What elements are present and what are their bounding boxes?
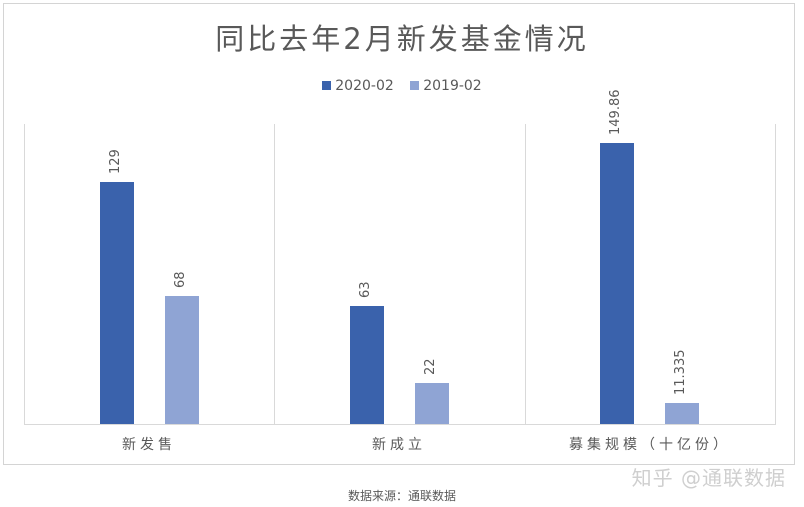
bar-2019-02-0 bbox=[165, 296, 199, 424]
data-label: 63 bbox=[358, 281, 373, 298]
category-label: 新成立 bbox=[372, 437, 426, 453]
watermark: 知乎 @通联数据 bbox=[631, 466, 786, 490]
data-label: 11.335 bbox=[673, 349, 688, 396]
chart-title: 同比去年2月新发基金情况 bbox=[215, 22, 589, 56]
bar-2019-02-1 bbox=[415, 383, 449, 424]
legend-swatch-2020 bbox=[322, 81, 332, 90]
legend-label-2020: 2020-02 bbox=[335, 78, 394, 94]
data-label: 22 bbox=[423, 358, 438, 375]
bar-2020-02-1 bbox=[350, 306, 384, 424]
data-label: 68 bbox=[173, 271, 188, 288]
category-separator bbox=[24, 124, 25, 425]
legend-item-2019: 2019-02 bbox=[410, 78, 482, 94]
bar-2020-02-0 bbox=[100, 182, 134, 424]
legend: 2020-02 2019-02 bbox=[0, 78, 804, 94]
category-separator bbox=[525, 124, 526, 425]
bar-2020-02-2 bbox=[600, 143, 634, 424]
legend-item-2020: 2020-02 bbox=[322, 78, 394, 94]
data-label: 149.86 bbox=[608, 89, 623, 136]
bar-2019-02-2 bbox=[665, 403, 699, 424]
category-separator bbox=[775, 124, 776, 425]
category-label: 新发售 bbox=[122, 437, 176, 453]
data-label: 129 bbox=[108, 149, 123, 174]
chart-frame bbox=[3, 3, 795, 465]
category-label: 募集规模（十亿份） bbox=[569, 437, 731, 453]
legend-label-2019: 2019-02 bbox=[423, 78, 482, 94]
source-note: 数据来源：通联数据 bbox=[347, 489, 456, 503]
legend-swatch-2019 bbox=[410, 81, 420, 90]
x-axis-line bbox=[24, 424, 775, 425]
category-separator bbox=[274, 124, 275, 425]
